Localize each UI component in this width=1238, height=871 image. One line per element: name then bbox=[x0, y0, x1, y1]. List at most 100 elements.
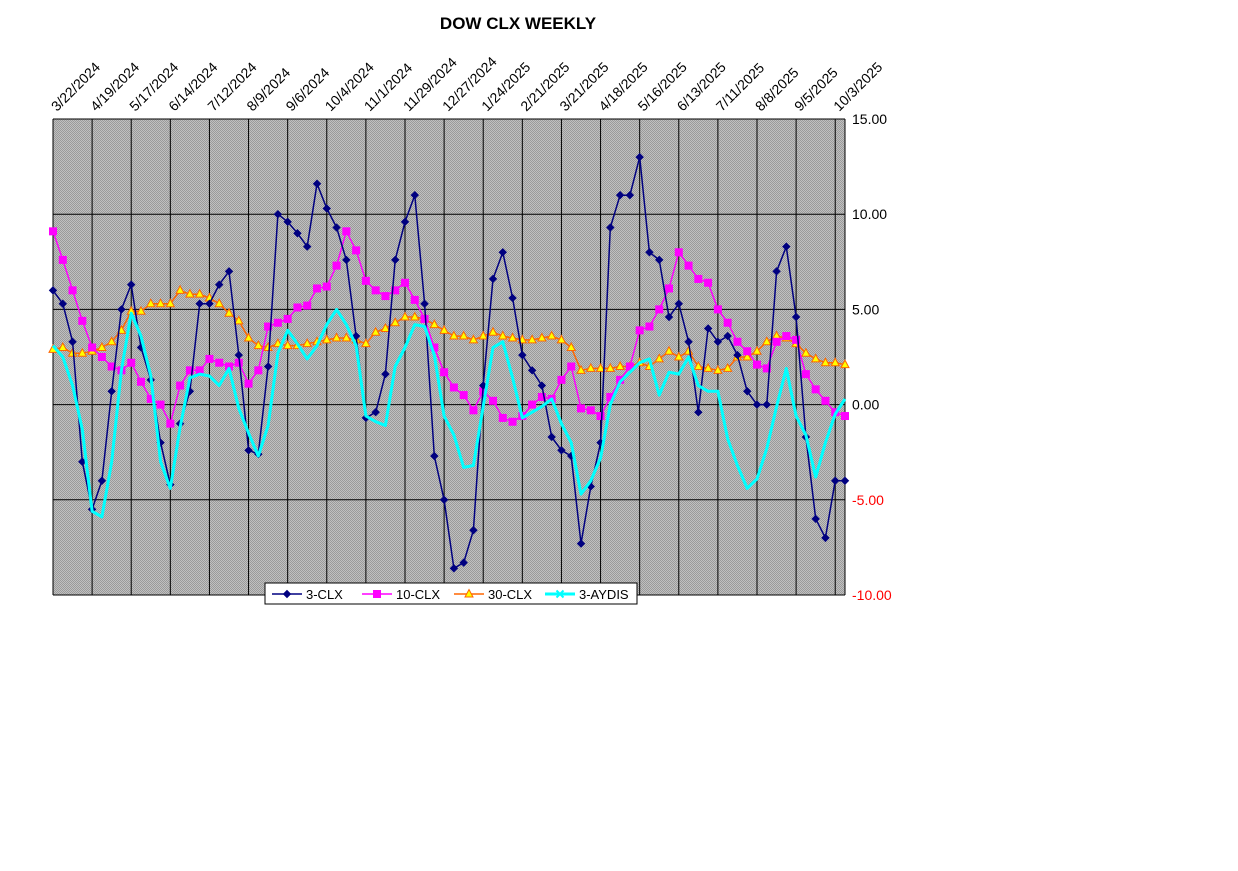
3-clx-point bbox=[391, 255, 400, 265]
30-clx-point bbox=[673, 351, 684, 361]
10-clx-point bbox=[293, 303, 302, 312]
legend-label: 3-AYDIS bbox=[579, 587, 629, 602]
30-clx-point bbox=[165, 298, 176, 308]
30-clx-point bbox=[185, 288, 195, 298]
10-clx-point bbox=[88, 343, 97, 352]
10-clx-point bbox=[283, 314, 292, 323]
10-clx-point bbox=[166, 419, 175, 428]
3-clx-point bbox=[68, 337, 77, 346]
10-clx-point bbox=[743, 347, 752, 356]
3-clx-point bbox=[381, 369, 390, 379]
30-clx-point bbox=[97, 341, 107, 351]
3-clx-point bbox=[439, 495, 449, 505]
3-clx-point bbox=[48, 286, 58, 295]
y-tick-label: -5.00 bbox=[852, 492, 884, 508]
3-clx-point bbox=[743, 387, 752, 396]
3-clx-point bbox=[664, 312, 674, 322]
10-clx-point bbox=[244, 379, 253, 388]
10-clx-point bbox=[489, 396, 497, 405]
3-clx-point bbox=[224, 267, 234, 276]
3-clx-point bbox=[840, 476, 850, 485]
10-clx-point bbox=[264, 322, 273, 331]
3-clx-point bbox=[420, 299, 429, 308]
30-clx-point bbox=[722, 362, 733, 372]
3-clx-point bbox=[557, 446, 566, 455]
30-clx-point bbox=[820, 357, 831, 367]
3-clx-point bbox=[752, 400, 762, 409]
10-clx-point bbox=[156, 400, 165, 409]
3-clx-point bbox=[459, 558, 468, 567]
3-clx-point bbox=[312, 179, 322, 188]
3-clx-point bbox=[430, 451, 439, 461]
10-clx-point bbox=[567, 362, 576, 371]
10-clx-point bbox=[78, 316, 87, 325]
series-line-30-clx bbox=[52, 289, 846, 372]
3-clx-point bbox=[625, 190, 635, 200]
10-clx-point bbox=[684, 261, 693, 270]
10-clx-point bbox=[381, 292, 390, 301]
3-clx-point bbox=[684, 337, 693, 346]
10-clx-point bbox=[49, 227, 57, 236]
10-clx-point bbox=[127, 358, 136, 367]
legend-label: 10-CLX bbox=[396, 587, 440, 602]
10-clx-point bbox=[361, 276, 370, 285]
3-clx-point bbox=[234, 350, 243, 360]
10-clx-point bbox=[772, 337, 781, 346]
30-clx-point bbox=[233, 315, 244, 325]
30-clx-point bbox=[390, 317, 401, 327]
3-clx-point bbox=[508, 293, 517, 303]
10-clx-point bbox=[420, 314, 429, 323]
10-clx-point bbox=[723, 318, 732, 327]
3-clx-point bbox=[713, 337, 723, 346]
30-clx-point bbox=[57, 341, 68, 351]
10-clx-point bbox=[713, 305, 722, 314]
30-clx-point bbox=[429, 319, 440, 329]
30-clx-point bbox=[595, 362, 606, 372]
legend-label: 3-CLX bbox=[306, 587, 343, 602]
30-clx-point bbox=[693, 360, 704, 371]
10-clx-point bbox=[215, 358, 224, 367]
3-clx-point bbox=[694, 408, 703, 417]
10-clx-point bbox=[655, 305, 664, 314]
3-clx-point bbox=[498, 248, 507, 257]
series-3-aydis bbox=[51, 307, 847, 519]
3-clx-point bbox=[635, 152, 644, 162]
30-clx-point bbox=[507, 332, 518, 342]
30-clx-point bbox=[830, 357, 841, 367]
30-clx-point bbox=[380, 322, 391, 332]
10-clx-point bbox=[254, 366, 263, 375]
30-clx-point bbox=[155, 298, 166, 308]
3-clx-point bbox=[518, 350, 527, 360]
3-clx-point bbox=[117, 305, 126, 314]
30-clx-point bbox=[370, 326, 381, 336]
30-clx-point bbox=[145, 298, 156, 308]
30-clx-point bbox=[409, 311, 420, 321]
10-clx-point bbox=[440, 368, 449, 377]
30-clx-point bbox=[527, 334, 537, 344]
10-clx-point bbox=[469, 406, 478, 415]
3-clx-point bbox=[410, 190, 419, 200]
3-clx-point bbox=[195, 299, 204, 308]
30-clx-point bbox=[194, 288, 205, 298]
legend-3-aydis-point bbox=[555, 589, 565, 599]
3-clx-point bbox=[58, 299, 67, 308]
10-clx-point bbox=[391, 286, 400, 295]
10-clx-point bbox=[313, 284, 321, 293]
30-clx-point bbox=[214, 298, 225, 308]
10-clx-point bbox=[753, 360, 761, 369]
30-clx-point bbox=[282, 340, 293, 350]
30-clx-point bbox=[224, 307, 234, 317]
3-clx-point bbox=[371, 408, 380, 417]
10-clx-point bbox=[801, 370, 810, 379]
legend-box bbox=[264, 582, 638, 605]
10-clx-point bbox=[205, 354, 214, 363]
y-tick-label: 0.00 bbox=[852, 397, 879, 413]
10-clx-point bbox=[332, 261, 341, 270]
series-line-3-aydis bbox=[51, 307, 847, 519]
legend-3-clx-point bbox=[282, 589, 292, 599]
30-clx-point bbox=[449, 330, 459, 340]
30-clx-point bbox=[136, 305, 146, 315]
10-clx-point bbox=[821, 396, 830, 405]
10-clx-point bbox=[303, 301, 312, 310]
